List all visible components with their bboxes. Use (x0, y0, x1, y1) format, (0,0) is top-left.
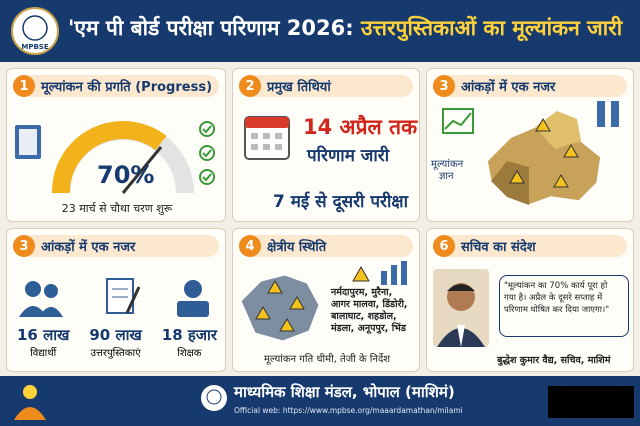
panel-header: 2 प्रमुख तिथियां (239, 75, 413, 97)
quote-line: गया है। अप्रैल के दूसरे सप्ताह में (504, 293, 603, 303)
panel-number: 4 (239, 235, 261, 257)
footer-icon (14, 385, 46, 420)
stat-value: 18 हजार (161, 326, 217, 344)
redaction (548, 386, 634, 418)
logo: MPBSE (11, 7, 59, 55)
gauge-art (15, 121, 215, 194)
panel-title: सचिव का संदेश (461, 240, 536, 255)
stat: 90 लाख उत्तरपुस्तिकाएं (89, 325, 141, 359)
panel-header: 6 सचिव का संदेश (433, 235, 627, 257)
header: MPBSE 'एम पी बोर्ड परीक्षा परिणाम 2026: … (0, 0, 640, 62)
panel-header: 4 क्षेत्रीय स्थिति (239, 235, 413, 257)
footer-org: माध्यमिक शिक्षा मंडल, भोपाल (माशिमं) (234, 383, 455, 401)
panel-title: आंकड़ों में एक नजर (41, 240, 136, 255)
logo-text: MPBSE (21, 43, 48, 51)
icon-label: मूल्यांकन ज्ञान (431, 159, 463, 183)
stats-row: 16 लाख विद्यार्थी 90 लाख उत्तरपुस्तिकाएं 1… (7, 325, 227, 359)
caption: 23 मार्च से चौथा चरण शुरू (61, 202, 173, 215)
panel-stats: 3 आंकड़ों में एक नजर 16 लाख विद्यार्थी 90 … (6, 228, 226, 372)
icon-label-line: मूल्यांकन (431, 159, 464, 170)
quote-box: "मूल्यांकन का 70% कार्य पूरा हो गया है। … (499, 275, 629, 337)
quote-line: परिणाम घोषित कर दिया जाएगा।" (504, 305, 610, 315)
panel-glance: 3 आंकड़ों में एक नजर मूल्यांकन ज्ञान (426, 68, 634, 222)
district-line: मंडला, अनूपपुर, भिंड (331, 323, 406, 334)
title-part: उत्तरपुस्तिकाओं का मूल्यांकन जारी (360, 16, 623, 40)
stat-label: शिक्षक (177, 348, 202, 359)
panel-number: 3 (13, 235, 35, 257)
stat-label: विद्यार्थी (30, 348, 57, 359)
stat-value: 90 लाख (89, 326, 142, 344)
footer: माध्यमिक शिक्षा मंडल, भोपाल (माशिमं) Off… (0, 376, 640, 426)
icon-label-line: ज्ञान (439, 171, 454, 182)
panel-secretary: 6 सचिव का संदेश "मूल्यांकन का 70% कार्य प… (426, 228, 634, 372)
panel-header: 3 आंकड़ों में एक नजर (433, 75, 627, 97)
map-art (442, 101, 619, 206)
district-line: बालाघाट, शहडोल, (331, 311, 397, 322)
stat-label: उत्तरपुस्तिकाएं (90, 348, 141, 359)
footer-web: Official web: https://www.mpbse.org/maaa… (234, 406, 463, 415)
district-line: नर्मदापुरम, मुरैना, (331, 287, 393, 298)
district-list: नर्मदापुरम, मुरैना, आगर मालवा, डिंडोरी, … (331, 287, 408, 335)
panel-title: आंकड़ों में एक नजर (461, 80, 556, 95)
date-line: परिणाम जारी (307, 146, 390, 166)
signature: बुद्धेश कुमार वैद्य, सचिव, माशिमं (497, 355, 611, 366)
portrait (433, 269, 489, 347)
panel-title: प्रमुख तिथियां (267, 80, 331, 95)
stat: 18 हजार शिक्षक (162, 325, 217, 359)
panel-title: क्षेत्रीय स्थिति (267, 240, 327, 255)
panel-dates: 2 प्रमुख तिथियां 14 अप्रैल तक परिणाम जारी… (232, 68, 420, 222)
panel-header: 3 आंकड़ों में एक नजर (13, 235, 219, 257)
stat-icons (19, 278, 209, 317)
panel-title: मूल्यांकन की प्रगति (Progress) (41, 80, 213, 95)
title-part: 'एम पी बोर्ड परीक्षा परिणाम 2026: (68, 16, 354, 40)
quote-line: "मूल्यांकन का 70% कार्य पूरा हो (504, 281, 608, 291)
panel-number: 1 (13, 75, 35, 97)
panel-number: 6 (433, 235, 455, 257)
date-line: 14 अप्रैल तक (303, 115, 418, 139)
panel-progress: 1 मूल्यांकन की प्रगति (Progress) 70% 23 म… (6, 68, 226, 222)
calendar-icon (244, 116, 290, 160)
footer-logo (201, 385, 227, 411)
caption: मूल्यांकन गति धीमी, तेजी के निर्देश (263, 354, 391, 365)
panel-regional: 4 क्षेत्रीय स्थिति नर्मदापुरम, मुरैना, आग… (232, 228, 420, 372)
district-line: आगर मालवा, डिंडोरी, (331, 299, 408, 310)
header-title: 'एम पी बोर्ड परीक्षा परिणाम 2026: उत्तरप… (68, 14, 622, 42)
gauge-label: 70% (97, 161, 155, 189)
panel-number: 3 (433, 75, 455, 97)
date-line: 7 मई से दूसरी परीक्षा (273, 192, 408, 212)
panel-header: 1 मूल्यांकन की प्रगति (Progress) (13, 75, 219, 97)
panel-number: 2 (239, 75, 261, 97)
stat-value: 16 लाख (16, 326, 70, 344)
stat: 16 लाख विद्यार्थी (17, 325, 69, 359)
region-map (240, 261, 407, 342)
